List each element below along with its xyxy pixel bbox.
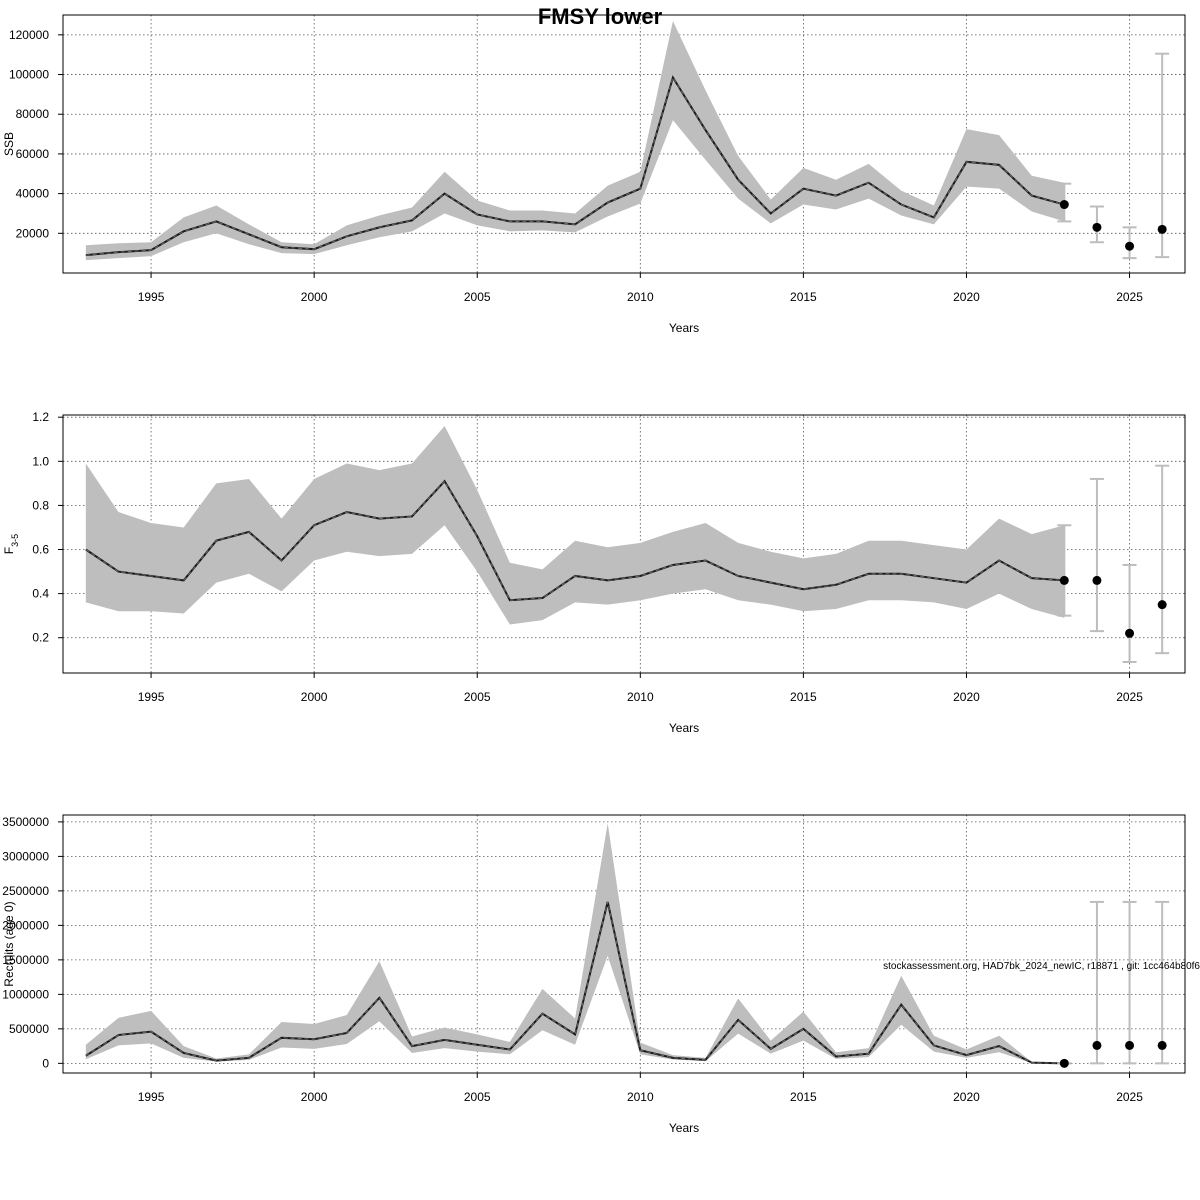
recruits-forecast-point (1092, 1040, 1102, 1050)
fishing-mortality-y-axis-label-subscript: 3-5 (10, 534, 20, 547)
figure-title: FMSY lower (538, 4, 663, 29)
ssb-x-tick-label: 1995 (138, 290, 165, 304)
fishing-mortality-y-axis-label: F3-5 (2, 534, 20, 554)
recruits-x-tick-label: 2005 (464, 1090, 491, 1104)
fishing-mortality-x-tick-label: 2015 (790, 690, 817, 704)
ssb-x-axis-label: Years (669, 321, 699, 335)
panel-fishing-mortality: 1995 2000 2005 2010 2015 2020 2025 0.2 0.4 0.6 0.8… (2, 410, 1186, 735)
recruits-x-tick-label: 2025 (1116, 1090, 1143, 1104)
recruits-y-tick-label: 0 (42, 1056, 49, 1070)
panel-recruits: 1995 2000 2005 2010 2015 2020 2025 0 500000 10000… (2, 814, 1186, 1135)
ssb-y-tick-label: 120000 (9, 28, 49, 42)
recruits-x-tick-label: 2010 (627, 1090, 654, 1104)
fishing-mortality-forecast-point (1157, 600, 1167, 610)
footnote: stockassessment.org, HAD7bk_2024_newIC, … (883, 961, 1200, 972)
ssb-y-tick-label: 80000 (16, 107, 50, 121)
fishing-mortality-x-tick-label: 2010 (627, 690, 654, 704)
recruits-forecast-point (1059, 1058, 1069, 1068)
fishing-mortality-y-tick-label: 1.2 (32, 410, 49, 424)
recruits-forecast-point (1157, 1040, 1167, 1050)
recruits-y-tick-label: 3000000 (2, 849, 49, 863)
ssb-confidence-band (85, 20, 1065, 261)
recruits-x-tick-label: 2000 (301, 1090, 328, 1104)
recruits-x-axis-label: Years (669, 1121, 699, 1135)
recruits-x-tick-label: 2020 (953, 1090, 980, 1104)
ssb-forecast-point (1125, 241, 1135, 251)
recruits-y-tick-label: 1000000 (2, 987, 49, 1001)
fishing-mortality-x-axis-label: Years (669, 721, 699, 735)
recruits-y-tick-label: 1500000 (2, 953, 49, 967)
recruits-forecast-point (1125, 1040, 1135, 1050)
ssb-forecast-point (1092, 222, 1102, 232)
fishing-mortality-y-tick-label: 0.4 (32, 587, 49, 601)
fishing-mortality-confidence-band (85, 426, 1065, 625)
fishing-mortality-y-tick-label: 1.0 (32, 454, 49, 468)
ssb-x-tick-label: 2015 (790, 290, 817, 304)
recruits-estimate-line-dash (85, 901, 1065, 1064)
ssb-x-tick-label: 2000 (301, 290, 328, 304)
recruits-y-tick-label: 2000000 (2, 918, 49, 932)
ssb-forecast-point (1059, 200, 1069, 210)
ssb-y-tick-label: 100000 (9, 68, 49, 82)
fishing-mortality-x-tick-label: 1995 (138, 690, 165, 704)
ssb-plot-frame (62, 14, 1186, 274)
ssb-x-tick-label: 2020 (953, 290, 980, 304)
ssb-x-tick-label: 2010 (627, 290, 654, 304)
ssb-y-tick-label: 20000 (16, 226, 50, 240)
fishing-mortality-y-tick-label: 0.6 (32, 543, 49, 557)
recruits-y-tick-label: 3500000 (2, 815, 49, 829)
recruits-plot-frame (62, 814, 1186, 1074)
fishing-mortality-x-tick-label: 2000 (301, 690, 328, 704)
recruits-x-tick-label: 1995 (138, 1090, 165, 1104)
ssb-y-tick-label: 60000 (16, 147, 50, 161)
ssb-x-tick-label: 2025 (1116, 290, 1143, 304)
fishing-mortality-plot-frame (62, 414, 1186, 674)
recruits-confidence-band (85, 823, 1065, 1064)
recruits-y-axis-label: Recruits (age 0) (2, 901, 16, 986)
ssb-forecast-point (1157, 224, 1167, 234)
fishing-mortality-forecast-point (1059, 575, 1069, 585)
fishing-mortality-forecast-point (1125, 628, 1135, 638)
fishing-mortality-x-tick-label: 2025 (1116, 690, 1143, 704)
fishing-mortality-y-tick-label: 0.8 (32, 498, 49, 512)
fishing-mortality-x-tick-label: 2005 (464, 690, 491, 704)
recruits-y-tick-label: 500000 (9, 1022, 49, 1036)
ssb-x-tick-label: 2005 (464, 290, 491, 304)
fishing-mortality-x-tick-label: 2020 (953, 690, 980, 704)
fishing-mortality-y-tick-label: 0.2 (32, 631, 49, 645)
recruits-x-tick-label: 2015 (790, 1090, 817, 1104)
fishing-mortality-estimate-line-dash (85, 480, 1065, 601)
ssb-y-axis-label: SSB (2, 132, 16, 156)
recruits-y-tick-label: 2500000 (2, 884, 49, 898)
panel-ssb: 1995 2000 2005 2010 2015 2020 2025 20000 40000 60… (2, 14, 1186, 335)
ssb-y-tick-label: 40000 (16, 187, 50, 201)
ssb-estimate-line-dash (85, 76, 1065, 256)
fishing-mortality-forecast-point (1092, 575, 1102, 585)
